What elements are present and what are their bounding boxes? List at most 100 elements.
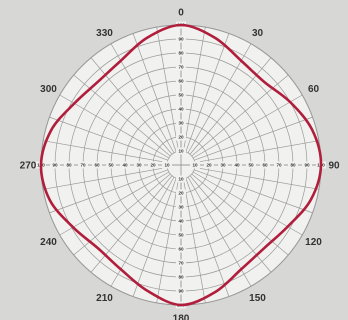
radial-tick-label: 70 [178,65,184,70]
tick-label-bg [232,161,242,169]
grid-spoke [156,27,179,152]
angle-label: 90 [328,161,340,172]
radial-tick-label: 40 [178,219,184,224]
radial-tick-label: 80 [178,275,184,280]
grid-spoke [185,33,230,152]
radial-tick-label: 30 [178,121,184,126]
angle-label: 120 [305,237,322,248]
radial-tick-label: 90 [304,163,310,168]
tick-label-bg [50,161,60,169]
angle-label: 240 [40,237,57,248]
tick-label-bg [176,119,186,127]
tick-label-bg [176,259,186,267]
grid-spoke [132,178,177,297]
grid-spoke [194,140,319,163]
tick-label-bg [106,161,116,169]
angle-label: 150 [249,293,266,304]
tick-label-bg [218,161,228,169]
radial-tick-label: 70 [276,163,282,168]
radial-tick-label: 60 [262,163,268,168]
grid-spoke [49,169,168,214]
tick-label-bg [176,63,186,71]
tick-label-bg [288,161,298,169]
radial-tick-label: 90 [178,289,184,294]
grid-spoke [187,176,252,287]
radial-tick-label: 30 [220,163,226,168]
tick-label-bg [92,161,102,169]
radial-tick-label: 20 [150,163,156,168]
tick-label-bg [176,35,186,43]
radial-tick-label: 40 [234,163,240,168]
angle-label: 30 [252,28,264,39]
tick-label-bg [134,161,144,169]
grid-spoke [90,57,173,155]
grid-spoke [183,178,206,303]
grid-spoke [59,94,170,159]
tick-label-bg [190,161,200,169]
angle-labels: 0 30 60 90 120 150 180 210 240 270 300 330 [20,8,340,320]
tick-label-bg [176,147,186,155]
angle-label: 60 [308,84,320,95]
tick-label-bg [302,161,312,169]
grid-spoke [43,140,168,163]
radial-tick-label: 20 [206,163,212,168]
radial-tick-label: 70 [178,261,184,266]
tick-label-bg [176,77,186,85]
tick-label-bg [64,161,74,169]
radial-tick-label: 20 [178,135,184,140]
radial-tick-label: 40 [178,107,184,112]
tick-label-bg [176,245,186,253]
tick-label-bg [162,161,172,169]
angle-label: 210 [96,293,113,304]
radial-tick-label: 10 [164,163,170,168]
radial-tick-label: 20 [178,191,184,196]
radial-tick-label: 30 [136,163,142,168]
tick-label-bg [176,49,186,57]
radial-tick-label: 50 [178,233,184,238]
tick-label-bg [176,217,186,225]
radial-tick-label: 80 [66,163,72,168]
angle-label: 300 [40,84,57,95]
radial-tick-label: 90 [178,37,184,42]
radial-tick-label: 80 [178,51,184,56]
radial-tick-label: 50 [178,93,184,98]
angle-label: 270 [20,161,37,172]
grid-spoke [132,33,177,152]
tick-label-bg [204,161,214,169]
grid-spoke [185,178,230,297]
radial-tick-label: 50 [108,163,114,168]
radial-tick-label: 90 [52,163,58,168]
tick-label-bg [260,161,270,169]
grid-spoke [43,167,168,190]
grid-spoke [110,43,175,154]
tick-label-bg [274,161,284,169]
tick-label-bg [176,273,186,281]
radial-tick-label: 80 [290,163,296,168]
tick-label-bg [176,175,186,183]
radial-tick-label: 60 [178,247,184,252]
angle-label: 0 [178,8,184,19]
tick-label-bg [246,161,256,169]
tick-label-bg [120,161,130,169]
grid-spoke [49,116,168,161]
tick-label-bg [176,203,186,211]
grid-spoke [110,176,175,287]
tick-label-bg [176,287,186,295]
angle-label: 180 [173,314,190,320]
tick-label-bg [176,133,186,141]
grid-spoke [183,27,206,152]
tick-label-bg [148,161,158,169]
grid-spoke [192,171,303,236]
radial-tick-label: 10 [178,149,184,154]
radial-tick-label: 70 [80,163,86,168]
tick-label-bg [176,189,186,197]
radial-tick-label: 50 [248,163,254,168]
grid-spoke [59,171,170,236]
grid-spoke [156,178,179,303]
series-layer [39,23,323,307]
angle-label: 330 [96,28,113,39]
grid-spoke [187,43,252,154]
grid-spoke [194,116,313,161]
radial-tick-label: 60 [94,163,100,168]
